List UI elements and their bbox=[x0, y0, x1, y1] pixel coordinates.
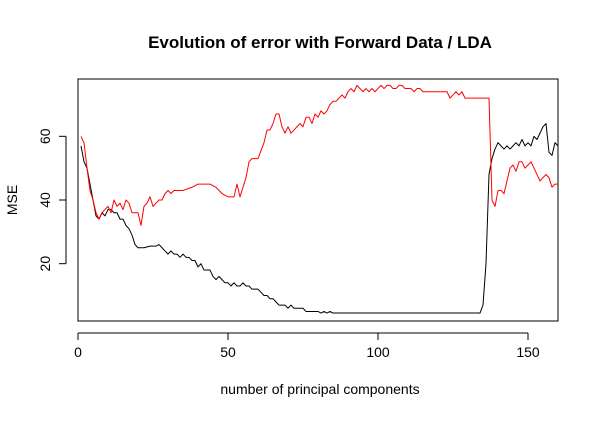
y-tick-label: 60 bbox=[37, 128, 53, 144]
chart-title: Evolution of error with Forward Data / L… bbox=[148, 33, 492, 52]
x-tick-label: 150 bbox=[516, 344, 540, 360]
x-axis-label: number of principal components bbox=[220, 381, 419, 397]
y-axis-label: MSE bbox=[4, 185, 20, 215]
plot-frame bbox=[77, 78, 559, 322]
x-axis: 0 50 100 150 bbox=[74, 332, 540, 360]
series-layer bbox=[80, 84, 559, 314]
x-tick-label: 100 bbox=[366, 344, 390, 360]
y-axis: 20 40 60 bbox=[37, 128, 67, 272]
series-line-2 bbox=[80, 84, 558, 226]
series-line-1 bbox=[80, 123, 559, 314]
y-tick-label: 40 bbox=[37, 192, 53, 208]
y-tick-label: 20 bbox=[37, 256, 53, 272]
x-tick-label: 50 bbox=[220, 344, 236, 360]
x-tick-label: 0 bbox=[74, 344, 82, 360]
